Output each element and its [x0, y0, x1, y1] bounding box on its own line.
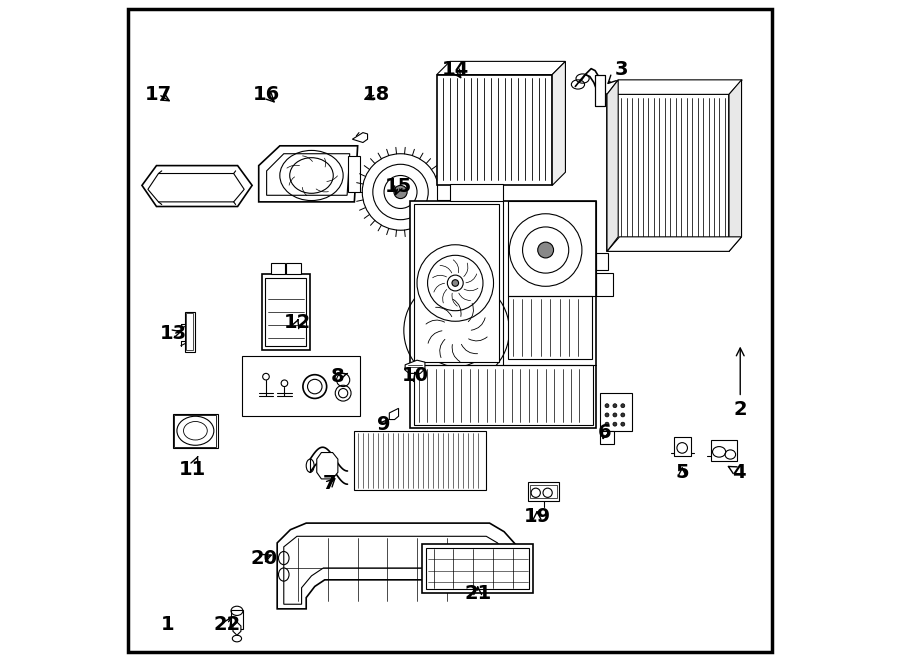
- Bar: [175, 415, 217, 447]
- Polygon shape: [607, 237, 742, 251]
- Bar: [436, 184, 451, 200]
- Bar: [710, 440, 737, 461]
- Polygon shape: [405, 360, 425, 373]
- Ellipse shape: [452, 280, 459, 286]
- Ellipse shape: [451, 325, 462, 336]
- Bar: [173, 414, 218, 448]
- Ellipse shape: [605, 404, 609, 408]
- Polygon shape: [277, 523, 516, 609]
- Text: 3: 3: [608, 60, 628, 83]
- Bar: [414, 204, 500, 362]
- Text: 14: 14: [442, 60, 469, 79]
- Bar: [436, 75, 553, 185]
- Ellipse shape: [605, 422, 609, 426]
- Polygon shape: [436, 61, 565, 75]
- Text: 10: 10: [402, 366, 429, 385]
- Bar: [271, 262, 285, 274]
- Bar: [450, 184, 503, 200]
- Polygon shape: [142, 166, 252, 206]
- Bar: [286, 262, 301, 274]
- Text: 9: 9: [377, 414, 391, 434]
- Bar: [597, 253, 608, 270]
- Text: 5: 5: [675, 463, 689, 482]
- Text: 22: 22: [213, 615, 240, 633]
- Bar: [422, 543, 533, 593]
- Polygon shape: [553, 61, 565, 185]
- Polygon shape: [258, 146, 357, 202]
- Ellipse shape: [613, 404, 617, 408]
- Bar: [597, 273, 613, 296]
- Bar: [242, 356, 360, 416]
- Polygon shape: [233, 622, 241, 635]
- Polygon shape: [607, 80, 742, 95]
- Bar: [600, 393, 632, 431]
- Bar: [347, 156, 360, 192]
- Ellipse shape: [281, 380, 288, 387]
- Ellipse shape: [394, 185, 407, 198]
- Bar: [527, 483, 560, 500]
- Text: 18: 18: [363, 85, 390, 104]
- Bar: [600, 431, 614, 444]
- Bar: [530, 485, 557, 498]
- Text: 17: 17: [145, 85, 172, 104]
- Polygon shape: [607, 80, 618, 251]
- Text: 11: 11: [179, 457, 206, 479]
- Bar: [414, 366, 593, 425]
- Text: 15: 15: [385, 177, 412, 196]
- Text: 1: 1: [161, 615, 175, 633]
- Ellipse shape: [263, 373, 269, 380]
- Bar: [266, 278, 306, 346]
- Bar: [231, 610, 243, 629]
- Bar: [674, 438, 691, 456]
- Text: 21: 21: [464, 584, 491, 603]
- Text: 12: 12: [284, 313, 310, 332]
- Bar: [427, 547, 529, 589]
- Ellipse shape: [613, 413, 617, 417]
- Bar: [262, 274, 310, 350]
- Bar: [186, 313, 194, 350]
- Text: 6: 6: [598, 423, 612, 442]
- Text: 19: 19: [524, 507, 551, 526]
- Polygon shape: [353, 133, 367, 143]
- Polygon shape: [729, 80, 742, 251]
- Ellipse shape: [613, 422, 617, 426]
- Text: 4: 4: [728, 463, 746, 482]
- Bar: [184, 312, 194, 352]
- Bar: [410, 200, 597, 428]
- Bar: [607, 95, 729, 251]
- Polygon shape: [317, 453, 338, 479]
- Ellipse shape: [605, 413, 609, 417]
- Bar: [508, 296, 592, 359]
- Ellipse shape: [621, 422, 625, 426]
- Text: 2: 2: [734, 348, 747, 419]
- Ellipse shape: [537, 242, 554, 258]
- Text: 13: 13: [159, 325, 186, 343]
- Bar: [595, 75, 605, 106]
- Text: 16: 16: [253, 85, 280, 104]
- Text: 20: 20: [250, 549, 277, 568]
- Polygon shape: [390, 408, 399, 420]
- Ellipse shape: [621, 413, 625, 417]
- Text: 8: 8: [331, 367, 347, 386]
- Bar: [355, 431, 486, 490]
- Text: 7: 7: [323, 474, 337, 493]
- Ellipse shape: [621, 404, 625, 408]
